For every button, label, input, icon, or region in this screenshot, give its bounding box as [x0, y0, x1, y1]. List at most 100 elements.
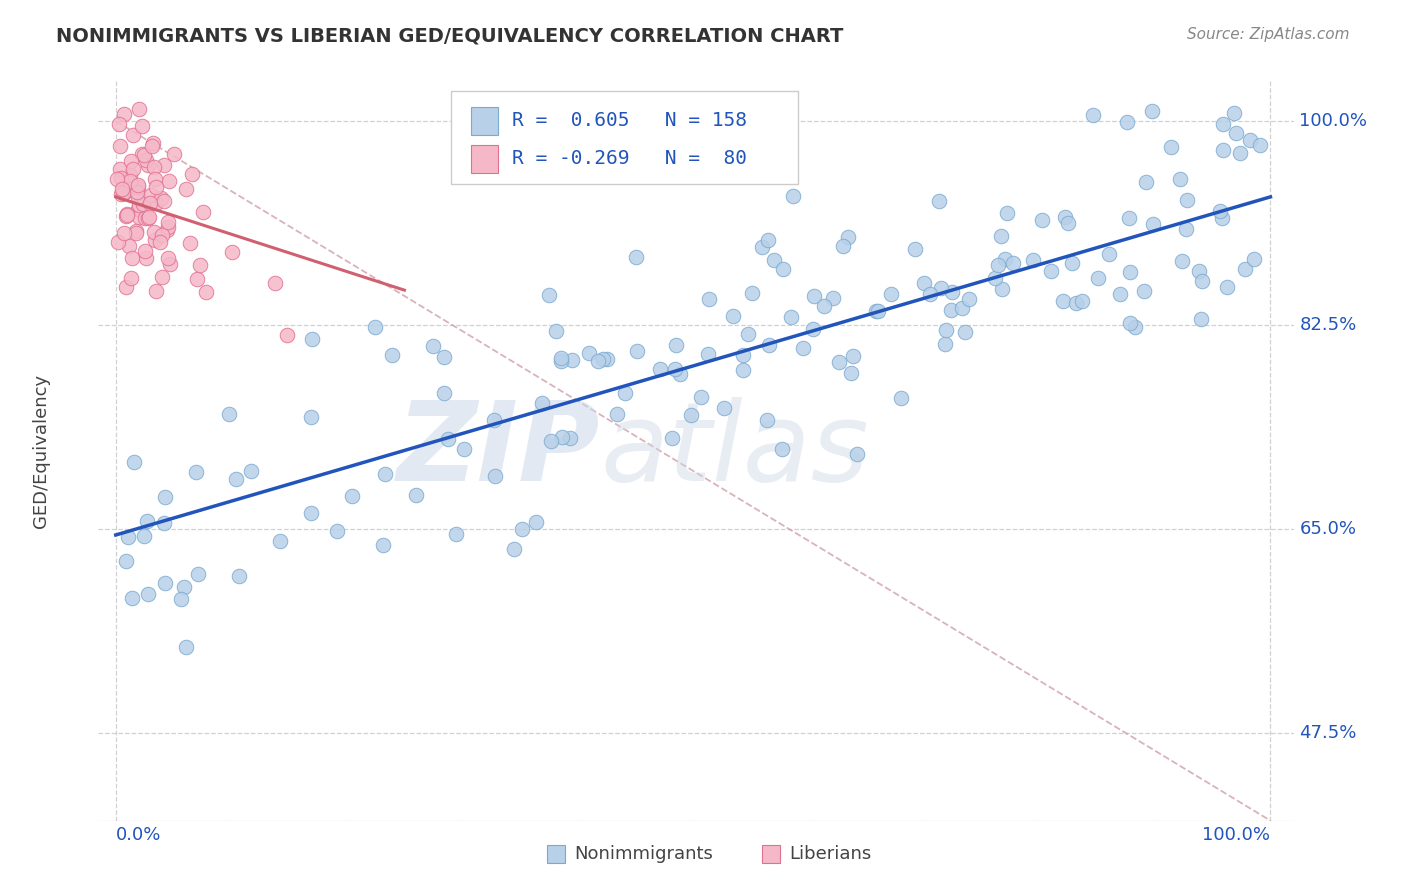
Point [374, 467, 396, 481]
Point [128, 103, 150, 117]
Point [731, 348, 754, 362]
Point [156, 220, 179, 235]
Point [342, 489, 364, 503]
Point [157, 174, 180, 188]
Point [269, 533, 291, 548]
Point [176, 182, 198, 196]
Point [153, 575, 176, 590]
Point [679, 409, 702, 423]
Point [110, 171, 132, 186]
Point [1140, 104, 1163, 119]
Point [1133, 285, 1156, 299]
Point [138, 211, 160, 225]
Text: ZIP: ZIP [396, 397, 600, 504]
Point [174, 640, 197, 654]
Point [550, 430, 572, 444]
Text: 47.5%: 47.5% [1299, 724, 1357, 742]
Point [484, 469, 506, 483]
Text: Source: ZipAtlas.com: Source: ZipAtlas.com [1187, 27, 1350, 42]
Point [115, 209, 138, 223]
Point [866, 304, 889, 318]
Point [114, 554, 136, 568]
Point [264, 276, 287, 290]
Point [112, 186, 135, 200]
Point [1118, 316, 1140, 330]
Point [904, 242, 927, 256]
Text: Liberians: Liberians [789, 845, 872, 863]
Point [780, 310, 803, 325]
Point [912, 277, 935, 291]
Point [127, 178, 149, 192]
Point [803, 288, 825, 302]
Point [801, 322, 824, 336]
Point [990, 228, 1012, 243]
Point [1142, 217, 1164, 231]
Point [918, 286, 941, 301]
Point [935, 323, 957, 337]
Point [588, 354, 610, 368]
Point [121, 162, 143, 177]
Point [984, 271, 1007, 285]
Point [131, 147, 153, 161]
Point [136, 211, 159, 226]
Point [153, 490, 176, 504]
Point [145, 284, 167, 298]
Point [142, 160, 165, 174]
Point [127, 202, 149, 217]
Point [1211, 211, 1233, 225]
Point [1123, 319, 1146, 334]
Point [558, 431, 581, 445]
Text: 65.0%: 65.0% [1299, 520, 1357, 538]
Point [156, 251, 179, 265]
Point [108, 117, 131, 131]
Point [959, 292, 981, 306]
Point [950, 301, 973, 315]
Point [596, 352, 619, 367]
Point [173, 580, 195, 594]
Point [837, 230, 859, 244]
Point [953, 326, 976, 340]
Text: NONIMMIGRANTS VS LIBERIAN GED/EQUIVALENCY CORRELATION CHART: NONIMMIGRANTS VS LIBERIAN GED/EQUIVALENC… [56, 27, 844, 45]
Point [626, 343, 648, 358]
Point [108, 139, 131, 153]
Point [159, 257, 181, 271]
Point [145, 171, 167, 186]
Point [1098, 246, 1121, 260]
Point [578, 346, 600, 360]
Point [433, 350, 456, 364]
Point [592, 352, 614, 367]
Point [841, 349, 863, 363]
Point [453, 442, 475, 456]
Point [1031, 213, 1053, 227]
Point [433, 386, 456, 401]
Point [1229, 145, 1251, 160]
Point [1175, 194, 1198, 208]
Point [697, 292, 720, 306]
Point [108, 162, 131, 177]
Point [1249, 138, 1271, 153]
Point [1071, 294, 1094, 309]
Point [186, 465, 208, 479]
Point [135, 252, 157, 266]
Point [510, 522, 533, 536]
Point [122, 455, 145, 469]
Point [149, 235, 172, 250]
Point [1212, 117, 1234, 131]
Point [823, 291, 845, 305]
Point [661, 431, 683, 445]
Point [134, 211, 156, 225]
Point [756, 413, 779, 427]
Point [142, 136, 165, 151]
Point [163, 146, 186, 161]
Point [531, 395, 554, 409]
Point [994, 252, 1017, 266]
Point [436, 432, 458, 446]
Point [364, 319, 387, 334]
Point [121, 251, 143, 265]
Point [839, 366, 862, 380]
Text: 100.0%: 100.0% [1299, 112, 1367, 130]
Point [115, 208, 138, 222]
Point [128, 198, 150, 212]
Point [1160, 139, 1182, 153]
Point [1223, 105, 1246, 120]
